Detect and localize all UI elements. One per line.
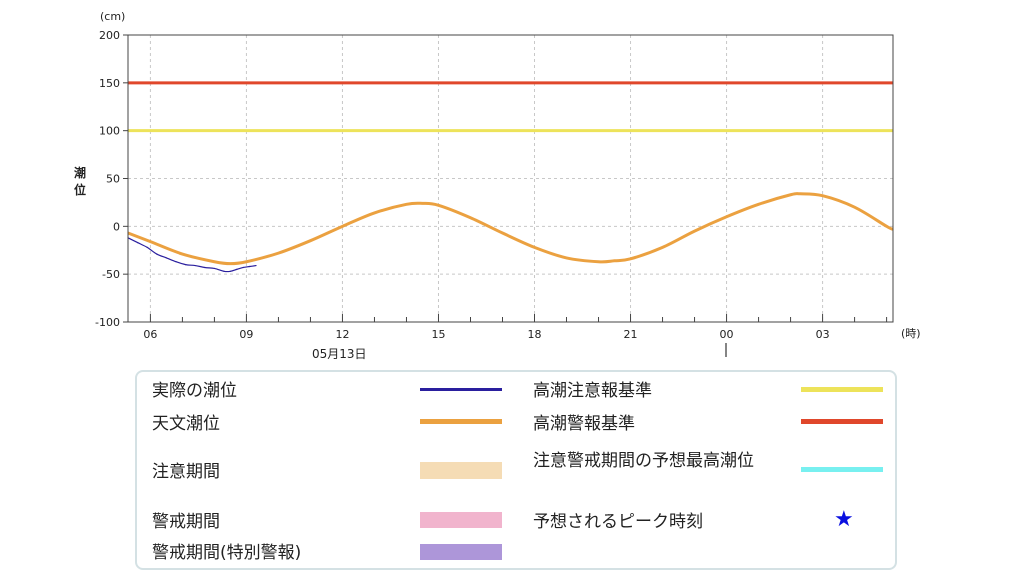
data-point (789, 194, 792, 196)
y-tick-label: -50 (102, 268, 120, 281)
legend-label-peak-time: 予想されるピーク時刻 (533, 512, 703, 532)
data-point (249, 265, 251, 268)
data-point (661, 246, 664, 248)
legend-swatch-warning-period (420, 512, 502, 528)
legend-label-warning-level: 高潮警報基準 (533, 414, 635, 434)
x-tick-label: 21 (624, 328, 638, 341)
legend-label-special-warning-period: 警戒期間(特別警報) (152, 543, 302, 563)
data-point (229, 270, 232, 272)
data-point (757, 203, 760, 205)
data-point (236, 268, 238, 270)
data-point (165, 257, 168, 259)
legend-swatch-max-forecast (801, 467, 883, 472)
tide-chart: 200 150 100 50 0 -50 -100 06 09 12 15 18 21 00 03 (cm… (74, 10, 921, 361)
data-point (799, 193, 801, 195)
y-tick-label: 200 (99, 29, 120, 42)
x-tick-label: 00 (720, 328, 734, 341)
data-point (597, 261, 600, 263)
data-point (213, 267, 216, 270)
legend-swatch-caution-period (420, 462, 502, 479)
data-point (853, 206, 856, 208)
data-point (149, 241, 152, 243)
legend-label-actual: 実際の潮位 (152, 381, 237, 401)
series-lines (127, 192, 894, 273)
data-point (421, 202, 424, 204)
y-tick-label: 50 (106, 173, 120, 186)
legend-swatch-actual (420, 388, 502, 391)
data-point (501, 232, 504, 234)
data-point (309, 240, 312, 242)
data-point (146, 246, 148, 248)
y-unit-label: (cm) (100, 10, 125, 23)
data-point (194, 264, 196, 267)
x-tick-label: 18 (528, 328, 542, 341)
data-point (137, 241, 139, 244)
legend-label-advisory-level: 高潮注意報基準 (533, 381, 652, 401)
data-point (255, 264, 257, 267)
data-point (175, 261, 177, 263)
data-point (629, 258, 632, 260)
y-tick-label: -100 (95, 316, 120, 329)
data-point (181, 253, 184, 255)
y-axis: 200 150 100 50 0 -50 -100 (95, 29, 128, 329)
series-line (127, 192, 894, 266)
data-point (277, 252, 280, 254)
x-axis: 06 09 12 15 18 21 00 03 (143, 314, 888, 341)
legend-label-astro: 天文潮位 (152, 414, 220, 434)
x-tick-label: 09 (239, 328, 253, 341)
legend-label-max-forecast: 注意警戒期間の予想最高潮位 (533, 451, 754, 471)
legend-label-warning-period: 警戒期間 (152, 512, 220, 532)
legend-swatch-special-warning-period (420, 544, 502, 560)
x-tick-label: 15 (431, 328, 445, 341)
threshold-lines (128, 81, 893, 133)
legend-swatch-warning-level (801, 419, 883, 424)
legend-swatch-astro (420, 419, 502, 424)
series-line (127, 237, 257, 273)
y-axis-title: 潮位 (74, 165, 86, 197)
data-point (156, 253, 158, 255)
data-point (533, 246, 536, 248)
legend-label-caution-period: 注意期間 (152, 462, 220, 482)
data-point (725, 216, 728, 218)
star-icon: ★ (834, 507, 854, 532)
legend-swatch-advisory-level (801, 387, 883, 392)
data-point (693, 230, 696, 232)
legend: 実際の潮位 天文潮位 注意期間 警戒期間 警戒期間(特別警報) 高潮注意報基準 … (135, 370, 897, 570)
data-point (341, 225, 344, 227)
data-point (821, 195, 824, 197)
data-point (405, 203, 408, 205)
x-tick-label: 12 (335, 328, 349, 341)
data-point (245, 261, 248, 263)
data-point (223, 270, 225, 272)
data-point (204, 266, 206, 269)
x-unit-label: (時) (901, 327, 921, 340)
data-point (613, 260, 616, 262)
data-point (185, 264, 187, 266)
y-tick-label: 100 (99, 125, 120, 138)
x-tick-label: 06 (143, 328, 157, 341)
y-tick-label: 150 (99, 77, 120, 90)
data-point (469, 217, 472, 219)
y-tick-label: 0 (113, 220, 120, 233)
data-point (373, 212, 376, 214)
date-label: 05月13日 (312, 347, 367, 361)
data-point (885, 225, 888, 227)
data-point (437, 204, 440, 206)
x-tick-label: 03 (816, 328, 830, 341)
data-point (213, 261, 216, 263)
data-point (565, 257, 568, 259)
data-point (242, 266, 244, 269)
data-point (229, 263, 232, 265)
